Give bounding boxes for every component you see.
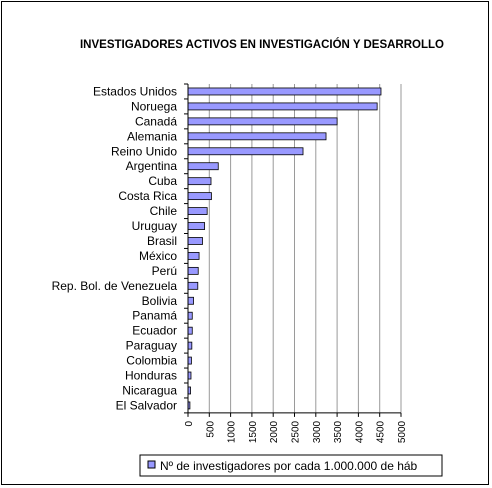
bar <box>187 296 194 305</box>
bar <box>187 192 212 201</box>
category-label: Bolivia <box>142 294 178 308</box>
category-labels: Estados UnidosNoruegaCanadáAlemaniaReino… <box>52 84 178 412</box>
category-label: Alemania <box>127 129 177 143</box>
bar <box>187 356 192 365</box>
category-label: Perú <box>152 264 177 278</box>
bar <box>187 326 193 335</box>
bar <box>187 266 199 275</box>
category-label: Cuba <box>148 174 177 188</box>
category-label: Noruega <box>131 99 177 113</box>
x-tick-label: 1000 <box>227 420 238 443</box>
x-tick-label: 500 <box>205 420 216 437</box>
bar <box>187 162 219 171</box>
x-tick-label: 4500 <box>376 420 387 443</box>
category-label: Reino Unido <box>111 144 177 158</box>
bar <box>187 207 208 215</box>
x-tick-label: 2500 <box>291 420 302 443</box>
legend-label: Nº de investigadores por cada 1.000.000 … <box>160 459 418 473</box>
bar <box>187 237 203 245</box>
bar <box>187 87 382 96</box>
chart-title: INVESTIGADORES ACTIVOS EN INVESTIGACIÓN … <box>80 38 444 51</box>
category-label: Argentina <box>126 159 178 173</box>
x-tick-label: 1500 <box>248 420 259 443</box>
bar <box>187 147 304 156</box>
legend-swatch <box>147 460 156 469</box>
category-label: Rep. Bol. de Venezuela <box>52 279 178 293</box>
bar <box>187 222 206 230</box>
bar <box>187 117 338 126</box>
tick-labels: 0 500 1000 1500 2000 2500 3000 3500 4000 4500 5000 <box>184 420 408 443</box>
category-label: Honduras <box>125 369 177 383</box>
x-tick-label: 3500 <box>333 420 344 443</box>
legend-box <box>139 454 443 477</box>
category-label: Costa Rica <box>118 189 177 203</box>
category-label: Uruguay <box>132 219 177 233</box>
x-tick-label: 5000 <box>397 420 408 443</box>
category-label: México <box>139 249 177 263</box>
category-label: Canadá <box>135 114 177 128</box>
category-label: Colombia <box>126 354 177 368</box>
x-tick-label: 2000 <box>269 420 280 443</box>
x-tick-label: 3000 <box>312 420 323 443</box>
category-label: Chile <box>150 204 178 218</box>
category-label: Ecuador <box>132 324 177 338</box>
bar <box>187 252 200 260</box>
category-label: Nicaragua <box>122 383 177 397</box>
x-tick-label: 0 <box>184 420 195 426</box>
legend: Nº de investigadores por cada 1.000.000 … <box>139 454 443 477</box>
category-label: Estados Unidos <box>93 84 177 98</box>
bar <box>187 281 199 290</box>
bars <box>187 87 382 410</box>
category-label: Panamá <box>132 309 177 323</box>
category-label: Paraguay <box>126 339 177 353</box>
bar <box>187 102 378 111</box>
bar <box>187 311 193 320</box>
category-label: Brasil <box>147 234 177 248</box>
category-label: El Salvador <box>116 398 177 412</box>
bar <box>187 341 193 350</box>
axes <box>184 83 402 417</box>
x-tick-label: 4000 <box>354 420 365 443</box>
bar <box>187 132 327 141</box>
bar <box>187 177 212 186</box>
